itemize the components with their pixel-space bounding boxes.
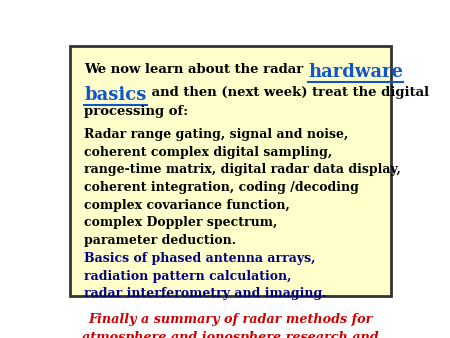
Text: coherent integration, coding /decoding: coherent integration, coding /decoding xyxy=(84,181,359,194)
Text: radiation pattern calculation,: radiation pattern calculation, xyxy=(84,270,292,283)
Text: hardware: hardware xyxy=(308,63,403,81)
Text: Basics of phased antenna arrays,: Basics of phased antenna arrays, xyxy=(84,252,315,265)
Text: basics: basics xyxy=(84,86,147,103)
Text: Finally a summary of radar methods for: Finally a summary of radar methods for xyxy=(89,313,373,326)
Text: complex Doppler spectrum,: complex Doppler spectrum, xyxy=(84,217,278,230)
Text: and then (next week) treat the digital: and then (next week) treat the digital xyxy=(147,86,429,99)
Text: coherent complex digital sampling,: coherent complex digital sampling, xyxy=(84,146,333,159)
Text: complex covariance function,: complex covariance function, xyxy=(84,199,290,212)
Text: processing of:: processing of: xyxy=(84,104,188,118)
FancyBboxPatch shape xyxy=(70,46,391,296)
Text: We now learn about the radar: We now learn about the radar xyxy=(84,63,308,76)
Text: parameter deduction.: parameter deduction. xyxy=(84,234,236,247)
Text: atmosphere and ionosphere research and: atmosphere and ionosphere research and xyxy=(82,331,379,338)
Text: Radar range gating, signal and noise,: Radar range gating, signal and noise, xyxy=(84,128,348,141)
Text: radar interferometry and imaging.: radar interferometry and imaging. xyxy=(84,287,327,300)
Text: range-time matrix, digital radar data display,: range-time matrix, digital radar data di… xyxy=(84,163,401,176)
